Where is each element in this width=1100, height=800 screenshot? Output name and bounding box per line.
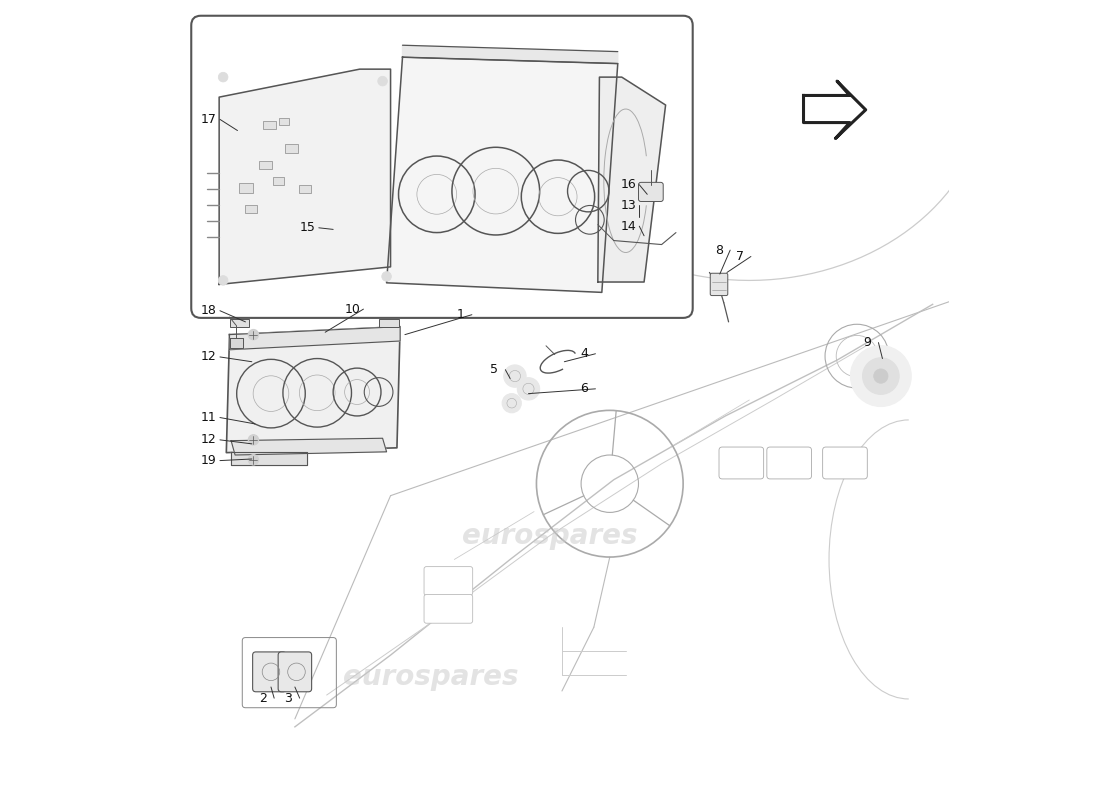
FancyBboxPatch shape <box>719 447 763 479</box>
FancyBboxPatch shape <box>424 594 473 623</box>
Text: 13: 13 <box>620 199 636 212</box>
Polygon shape <box>230 326 400 350</box>
FancyBboxPatch shape <box>767 447 812 479</box>
Polygon shape <box>231 452 307 466</box>
FancyBboxPatch shape <box>424 566 473 595</box>
FancyBboxPatch shape <box>823 447 867 479</box>
Polygon shape <box>803 81 866 138</box>
Bar <box>279 118 289 125</box>
FancyBboxPatch shape <box>191 16 693 318</box>
Circle shape <box>504 365 526 387</box>
Text: 6: 6 <box>581 382 589 395</box>
Text: 16: 16 <box>620 178 636 191</box>
Bar <box>245 206 256 213</box>
Text: 4: 4 <box>581 347 589 360</box>
Circle shape <box>873 369 888 383</box>
Circle shape <box>850 346 911 406</box>
FancyBboxPatch shape <box>711 274 728 295</box>
Circle shape <box>377 76 387 86</box>
Bar <box>258 161 272 169</box>
Text: 12: 12 <box>201 350 217 363</box>
Circle shape <box>503 394 521 413</box>
Circle shape <box>382 272 392 282</box>
Polygon shape <box>386 57 618 292</box>
Circle shape <box>249 330 258 340</box>
FancyBboxPatch shape <box>638 182 663 202</box>
Text: 12: 12 <box>201 434 217 446</box>
Text: 5: 5 <box>491 363 498 376</box>
Bar <box>285 144 298 153</box>
Text: 17: 17 <box>201 113 217 126</box>
FancyBboxPatch shape <box>278 652 311 692</box>
Text: 15: 15 <box>299 222 316 234</box>
Bar <box>378 318 398 326</box>
Polygon shape <box>597 77 666 282</box>
Circle shape <box>517 378 540 400</box>
Bar <box>273 177 284 185</box>
Text: 19: 19 <box>201 454 217 467</box>
Text: eurospares: eurospares <box>343 663 518 691</box>
Text: 3: 3 <box>285 692 293 705</box>
Bar <box>230 318 250 326</box>
Polygon shape <box>230 338 243 348</box>
Polygon shape <box>227 326 400 453</box>
Circle shape <box>862 358 899 394</box>
Text: eurospares: eurospares <box>462 522 638 550</box>
Circle shape <box>219 72 228 82</box>
Polygon shape <box>403 46 618 63</box>
Text: 10: 10 <box>344 302 360 316</box>
Text: 2: 2 <box>260 692 267 705</box>
Polygon shape <box>219 69 390 285</box>
Circle shape <box>249 454 258 465</box>
Text: 11: 11 <box>201 411 217 424</box>
Bar <box>299 185 311 193</box>
Bar <box>239 183 253 193</box>
Text: 7: 7 <box>736 250 744 263</box>
Polygon shape <box>231 438 386 455</box>
Text: 18: 18 <box>201 304 217 318</box>
FancyBboxPatch shape <box>253 652 286 692</box>
Text: 9: 9 <box>864 336 871 349</box>
Circle shape <box>249 434 258 445</box>
Bar <box>263 121 276 129</box>
Text: 8: 8 <box>715 244 723 257</box>
Text: 14: 14 <box>620 220 636 233</box>
Circle shape <box>219 276 228 285</box>
Text: 1: 1 <box>456 308 464 321</box>
Text: eurospares: eurospares <box>398 236 574 264</box>
